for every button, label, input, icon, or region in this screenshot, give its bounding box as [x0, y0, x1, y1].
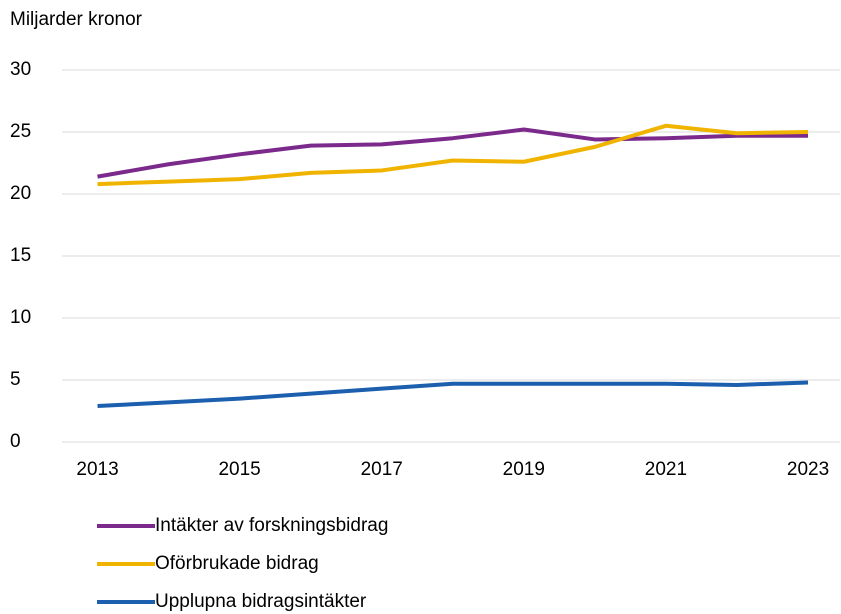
y-tick-label: 25: [10, 121, 31, 142]
y-tick-label: 20: [10, 183, 31, 204]
y-tick-label: 10: [10, 307, 31, 328]
x-tick-label: 2017: [361, 459, 403, 480]
y-tick-label: 5: [10, 369, 21, 390]
x-tick-label: 2019: [503, 459, 545, 480]
legend-label: Intäkter av forskningsbidrag: [155, 515, 388, 536]
x-tick-label: 2021: [645, 459, 687, 480]
y-axis-label: Miljarder kronor: [10, 9, 143, 30]
series-line: [97, 123, 809, 187]
series-line: [97, 380, 809, 409]
x-tick-label: 2023: [787, 459, 829, 480]
y-tick-label: 30: [10, 59, 31, 80]
legend-label: Upplupna bidragsintäkter: [155, 591, 367, 612]
x-tick-label: 2013: [76, 459, 118, 480]
series-line: [97, 127, 809, 179]
x-tick-label: 2015: [218, 459, 260, 480]
legend-label: Oförbrukade bidrag: [155, 553, 319, 574]
y-tick-label: 0: [10, 431, 21, 452]
y-tick-label: 15: [10, 245, 31, 266]
